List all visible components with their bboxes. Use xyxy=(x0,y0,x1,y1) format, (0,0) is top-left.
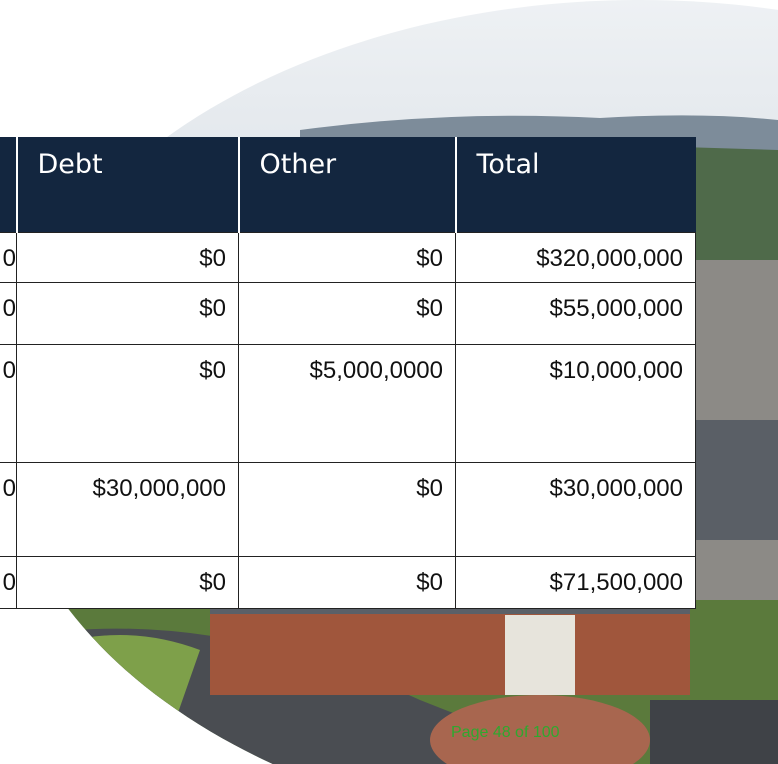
table-cell: $0 xyxy=(238,282,456,345)
header-cell: Total xyxy=(454,137,696,233)
table-cell: $5,000,0000 xyxy=(238,344,456,463)
table-row: 0 $30,000,000 $0 $30,000,000 xyxy=(0,462,696,557)
table-row: 0 $0 $0 $320,000,000 xyxy=(0,232,696,283)
table-cell: $71,500,000 xyxy=(455,556,696,609)
table-cell: 0 xyxy=(0,232,17,283)
table-cell: $0 xyxy=(238,556,456,609)
funding-table: Debt Other Total 0 $0 $0 $320,000,000 0 $0 $0 $… xyxy=(0,137,696,609)
table-cell: $0 xyxy=(238,462,456,557)
table-row: 0 $0 $5,000,0000 $10,000,000 xyxy=(0,344,696,463)
header-cell: Other xyxy=(237,137,456,233)
table-cell: 0 xyxy=(0,556,17,609)
header-cell: Debt xyxy=(15,137,239,233)
table-cell: $10,000,000 xyxy=(455,344,696,463)
table-cell: $0 xyxy=(16,232,239,283)
page-number: Page 48 of 100 xyxy=(451,724,560,741)
table-cell: $0 xyxy=(238,232,456,283)
table-cell: $55,000,000 xyxy=(455,282,696,345)
table-cell: $0 xyxy=(16,556,239,609)
table-cell: $0 xyxy=(16,344,239,463)
table-cell: $30,000,000 xyxy=(16,462,239,557)
table-cell: 0 xyxy=(0,462,17,557)
table-cell: 0 xyxy=(0,282,17,345)
table-cell: $0 xyxy=(16,282,239,345)
table-row: 0 $0 $0 $71,500,000 xyxy=(0,556,696,609)
header-row: Debt Other Total xyxy=(0,137,696,233)
header-cell xyxy=(0,137,17,233)
table-cell: 0 xyxy=(0,344,17,463)
table-row: 0 $0 $0 $55,000,000 xyxy=(0,282,696,345)
table-cell: $30,000,000 xyxy=(455,462,696,557)
table-cell: $320,000,000 xyxy=(455,232,696,283)
